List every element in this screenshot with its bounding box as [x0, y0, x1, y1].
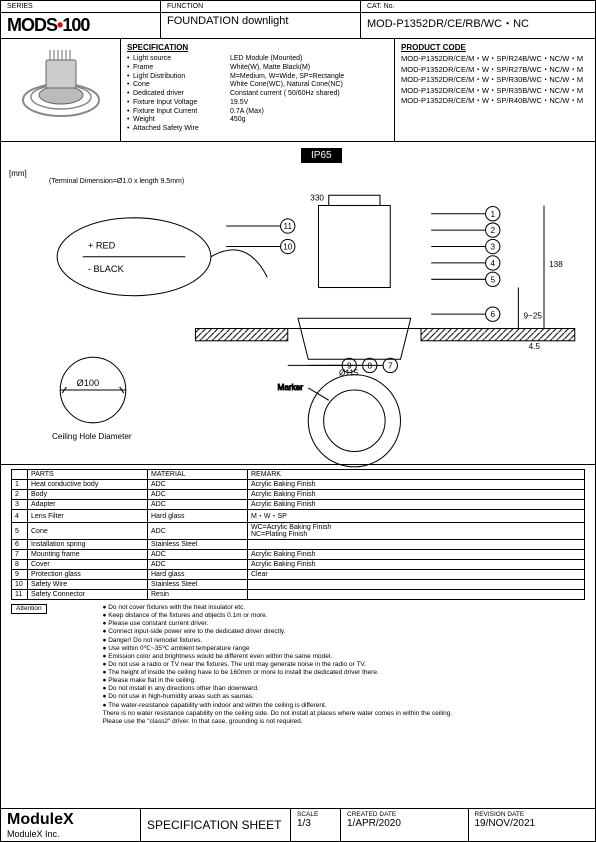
parts-table: PARTSMATERIALREMARK 1Heat conductive bod…	[11, 469, 585, 600]
svg-text:6: 6	[490, 310, 495, 319]
spec-item: Cone	[127, 81, 222, 90]
attention-note: The height of inside the ceiling have to…	[102, 669, 452, 677]
unit-label: [mm]	[9, 169, 27, 178]
spec-item: Attached Safety Wire	[127, 125, 222, 134]
table-row: 2BodyADCAcrylic Baking Finish	[12, 490, 585, 500]
svg-text:2: 2	[490, 226, 495, 235]
svg-text:10: 10	[283, 243, 293, 252]
attention-note: Connect input-side power wire to the ded…	[102, 628, 452, 636]
svg-text:4.5: 4.5	[529, 342, 541, 351]
footer-created: CREATED DATE 1/APR/2020	[341, 809, 469, 841]
specification-block: SPECIFICATION Light sourceFrameLight Dis…	[121, 39, 395, 141]
attention-note: Do not install in any directions other t…	[102, 685, 452, 693]
attention-note: Keep distance of the fixtures and object…	[102, 612, 452, 620]
svg-text:3: 3	[490, 243, 495, 252]
svg-text:Marker: Marker	[278, 383, 304, 392]
header-labels: SERIES FUNCTION CAT. No.	[1, 1, 595, 13]
spec-item: Frame	[127, 64, 222, 73]
function-label: FUNCTION	[161, 1, 361, 12]
svg-text:330: 330	[310, 193, 324, 202]
svg-text:1: 1	[490, 210, 495, 219]
footer-scale: SCALE 1/3	[291, 809, 341, 841]
product-code: MOD-P1352DR/CE/M・W・SP/R30B/WC・NC/W・M	[401, 75, 589, 86]
hole-dia: Ø100	[77, 378, 100, 388]
attention-note: Do not cover fixtures with the heat insu…	[102, 604, 452, 612]
attention-label: Attention	[11, 604, 47, 614]
spec-item: Dedicated driver	[127, 90, 222, 99]
footer: ModuleX ModuleX Inc. SPECIFICATION SHEET…	[1, 808, 595, 841]
table-row: 9Protection glassHard glassClear	[12, 570, 585, 580]
attention-note: Do not use in high-humidity areas such a…	[102, 693, 452, 701]
attention-note: Use within 0℃~35℃ ambient temperature ra…	[102, 645, 452, 653]
terminal-note: (Terminal Dimension=Ø1.0 x length 9.5mm)	[49, 178, 587, 185]
attention-note: Emission color and brightness would be d…	[102, 653, 452, 661]
wire-black: - BLACK	[88, 264, 125, 274]
table-row: 5ConeADCWC=Acrylic Baking Finish NC=Plat…	[12, 523, 585, 540]
attention-block: Attention Do not cover fixtures with the…	[11, 604, 585, 726]
table-row: 11Safety ConnectorResin	[12, 590, 585, 600]
wire-red: + RED	[88, 241, 116, 251]
spec-item: Light Distribution	[127, 73, 222, 82]
svg-text:8: 8	[367, 361, 372, 370]
downlight-icon	[16, 45, 106, 135]
svg-text:9: 9	[347, 361, 352, 370]
spec-title: SPECIFICATION	[127, 43, 388, 53]
spec-item: Weight	[127, 116, 222, 125]
attention-note: Danger! Do not remodel fixtures.	[102, 637, 452, 645]
footer-title: SPECIFICATION SHEET	[141, 809, 291, 841]
product-code: MOD-P1352DR/CE/M・W・SP/R40B/WC・NC/W・M	[401, 96, 589, 107]
product-code: MOD-P1352DR/CE/M・W・SP/R35B/WC・NC/W・M	[401, 86, 589, 97]
diagram-svg: + RED - BLACK Ø100 Ceiling Hole Diameter…	[11, 185, 585, 472]
product-image	[1, 39, 121, 141]
attention-note: Please use constant current driver.	[102, 620, 452, 628]
prodcode-title: PRODUCT CODE	[401, 43, 589, 52]
spec-item: Fixture Input Current	[127, 108, 222, 117]
svg-text:138: 138	[549, 260, 563, 269]
table-row: 8CoverADCAcrylic Baking Finish	[12, 560, 585, 570]
table-row: 4Lens FilterHard glassM・W・SP	[12, 510, 585, 523]
svg-text:7: 7	[388, 361, 393, 370]
attention-note: Please make flat in the ceiling.	[102, 677, 452, 685]
svg-text:11: 11	[284, 222, 293, 231]
product-code-block: PRODUCT CODE MOD-P1352DR/CE/M・W・SP/R24B/…	[395, 39, 595, 141]
ip-rating-badge: IP65	[301, 148, 342, 163]
header-values: MODS•100 FOUNDATION downlight MOD-P1352D…	[1, 13, 595, 39]
cat-value: MOD-P1352DR/CE/RB/WC・NC	[361, 13, 595, 38]
attention-note: The water-resistance capability with ind…	[102, 702, 452, 726]
series-label: SERIES	[1, 1, 161, 12]
table-row: 7Mounting frameADCAcrylic Baking Finish	[12, 550, 585, 560]
product-code: MOD-P1352DR/CE/M・W・SP/R27B/WC・NC/W・M	[401, 65, 589, 76]
table-row: 3AdapterADCAcrylic Baking Finish	[12, 500, 585, 510]
function-value: FOUNDATION downlight	[161, 13, 361, 38]
technical-diagram: [mm] (Terminal Dimension=Ø1.0 x length 9…	[1, 165, 595, 465]
svg-text:9~25: 9~25	[524, 311, 543, 320]
series-value: MODS•100	[1, 13, 161, 38]
cat-label: CAT. No.	[361, 1, 595, 12]
product-code: MOD-P1352DR/CE/M・W・SP/R24B/WC・NC/W・M	[401, 54, 589, 65]
attention-note: Do not use a radio or TV near the fixtur…	[102, 661, 452, 669]
spec-item: Light source	[127, 55, 222, 64]
footer-revision: REVISION DATE 19/NOV/2021	[469, 809, 596, 841]
hole-label: Ceiling Hole Diameter	[52, 432, 132, 441]
spec-item: Fixture Input Voltage	[127, 99, 222, 108]
svg-text:5: 5	[490, 275, 495, 284]
spec-row: SPECIFICATION Light sourceFrameLight Dis…	[1, 39, 595, 142]
table-row: 1Heat conductive bodyADCAcrylic Baking F…	[12, 480, 585, 490]
table-row: 6Installation springStainless Steel	[12, 540, 585, 550]
table-row: 10Safety WireStainless Steel	[12, 580, 585, 590]
footer-logo: ModuleX ModuleX Inc.	[1, 809, 141, 841]
svg-text:4: 4	[490, 259, 495, 268]
